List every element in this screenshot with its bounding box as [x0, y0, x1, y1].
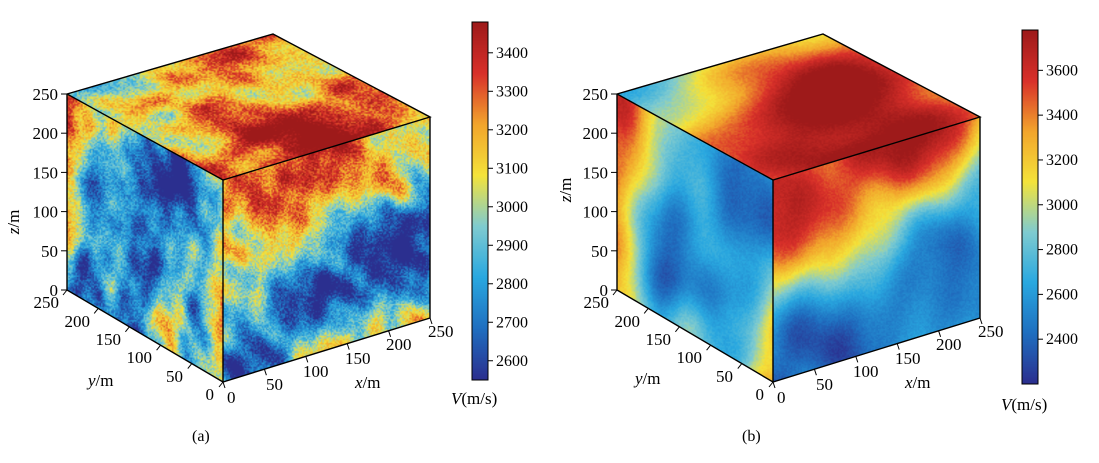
panel-caption-a: (a): [192, 428, 210, 445]
colorbar-a: 2600 2700 2800 2900 3000 3100 3200 3300 3400 V(m…: [451, 21, 528, 408]
colorbar-a-tick-label: 2800: [496, 276, 528, 293]
colorbar-a-tick-label: 3200: [496, 122, 528, 139]
cube-b-surface: [617, 34, 980, 382]
x-tick-b: 50: [816, 375, 833, 394]
colorbar-a-tick-label: 2900: [496, 237, 528, 254]
x-tick-a: 150: [345, 349, 371, 368]
colorbar-b-label: V(m/s): [1001, 395, 1047, 414]
colorbar-a-tick-label: 3000: [496, 199, 528, 216]
z-axis-a: 0 50 100 150 200 250 z/m: [4, 85, 67, 300]
x-tick-b: 200: [936, 335, 962, 354]
panel-b: 0 50 100 150 200 250 z/m 0 50: [556, 29, 1078, 445]
z-tick-b: 250: [583, 85, 609, 104]
z-tick-a: 50: [41, 242, 58, 261]
y-tick-b: 150: [646, 330, 672, 349]
y-tick-b: 0: [756, 385, 765, 404]
x-axis-a: 0 50 100 150 200 250 x/m: [222, 317, 454, 407]
x-tick-a: 200: [386, 335, 412, 354]
colorbar-a-tick-label: 3300: [496, 83, 528, 100]
y-tick-b: 100: [677, 348, 703, 367]
x-tick-a: 0: [227, 388, 236, 407]
colorbar-b-tick-label: 3600: [1046, 62, 1078, 79]
colorbar-b-ticks: 2400 2600 2800 3000 3200 3400 3600: [1038, 62, 1078, 348]
z-tick-a: 100: [33, 203, 59, 222]
x-tick-b: 150: [895, 349, 921, 368]
z-tick-b: 50: [591, 242, 608, 261]
z-tick-b: 0: [600, 281, 609, 300]
cube-a-surface: [67, 34, 430, 382]
y-tick-b: 250: [584, 293, 610, 312]
x-tick-b: 0: [777, 388, 786, 407]
x-tick-a: 50: [266, 375, 283, 394]
z-tick-a: 0: [50, 281, 59, 300]
colorbar-b-gradient: [1022, 30, 1038, 384]
y-tick-b: 200: [615, 312, 641, 331]
z-tick-a: 250: [33, 85, 59, 104]
z-tick-b: 100: [583, 203, 609, 222]
y-axis-label-a: y/m: [86, 371, 114, 390]
colorbar-b-tick-label: 3000: [1046, 197, 1078, 214]
x-tick-b: 100: [853, 362, 879, 381]
panel-a: 0 50 100 150 200 250 z/m 0 50: [4, 21, 528, 445]
z-axis-label-a: z/m: [4, 210, 23, 236]
y-axis-label-b: y/m: [633, 369, 661, 388]
colorbar-a-tick-label: 3400: [496, 45, 528, 62]
y-axis-a: 0 50 100 150 200 250 y/m: [34, 289, 224, 404]
x-axis-label-b: x/m: [904, 373, 931, 392]
colorbar-b-tick-label: 2600: [1046, 286, 1078, 303]
z-tick-a: 150: [33, 163, 59, 182]
y-tick-a: 50: [166, 367, 183, 386]
colorbar-a-gradient: [472, 22, 488, 380]
colorbar-a-tick-label: 3100: [496, 160, 528, 177]
z-axis-b: 0 50 100 150 200 250 z/m: [556, 85, 617, 300]
x-tick-a: 100: [303, 362, 329, 381]
colorbar-b: 2400 2600 2800 3000 3200 3400 3600 V(m/s): [1001, 29, 1078, 414]
y-tick-a: 250: [34, 293, 60, 312]
y-axis-b: 0 50 100 150 200 250 y/m: [584, 289, 774, 404]
colorbar-b-tick-label: 3400: [1046, 107, 1078, 124]
x-tick-b: 250: [978, 322, 1004, 341]
x-tick-a: 250: [428, 322, 454, 341]
colorbar-a-tick-label: 2700: [496, 314, 528, 331]
z-tick-b: 150: [583, 163, 609, 182]
y-tick-a: 0: [206, 385, 215, 404]
panel-caption-b: (b): [742, 428, 761, 445]
x-axis-b: 0 50 100 150 200 250 x/m: [772, 317, 1004, 407]
colorbar-b-tick-label: 3200: [1046, 152, 1078, 169]
colorbar-a-tick-label: 2600: [496, 353, 528, 370]
colorbar-a-label: V(m/s): [451, 389, 497, 408]
y-tick-b: 50: [716, 367, 733, 386]
x-axis-label-a: x/m: [354, 373, 381, 392]
y-tick-a: 150: [96, 330, 122, 349]
z-axis-label-b: z/m: [556, 178, 575, 204]
y-tick-a: 200: [65, 312, 91, 331]
colorbar-b-tick-label: 2400: [1046, 331, 1078, 348]
colorbar-a-ticks: 2600 2700 2800 2900 3000 3100 3200 3300 3400: [488, 45, 528, 370]
colorbar-b-tick-label: 2800: [1046, 242, 1078, 259]
z-tick-b: 200: [583, 124, 609, 143]
z-tick-a: 200: [33, 124, 59, 143]
y-tick-a: 100: [127, 348, 153, 367]
